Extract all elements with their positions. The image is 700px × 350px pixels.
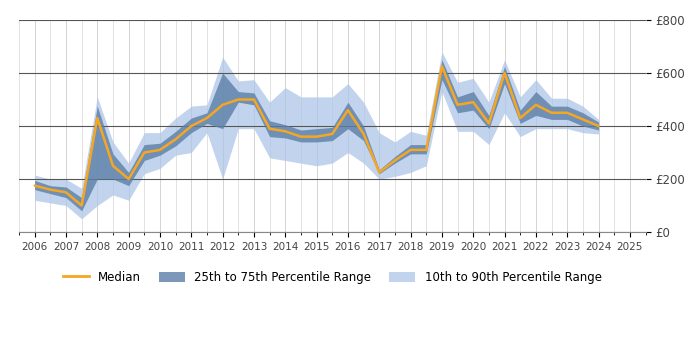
- Legend: Median, 25th to 75th Percentile Range, 10th to 90th Percentile Range: Median, 25th to 75th Percentile Range, 1…: [57, 265, 608, 290]
